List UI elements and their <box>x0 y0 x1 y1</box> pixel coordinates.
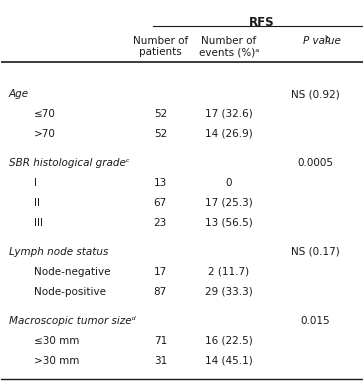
Text: 17 (32.6): 17 (32.6) <box>205 109 253 119</box>
Text: 67: 67 <box>154 198 167 208</box>
Text: 29 (33.3): 29 (33.3) <box>205 286 253 296</box>
Text: NS (0.17): NS (0.17) <box>291 247 340 257</box>
Text: 31: 31 <box>154 356 167 366</box>
Text: ≤30 mm: ≤30 mm <box>34 336 79 346</box>
Text: >30 mm: >30 mm <box>34 356 79 366</box>
Text: 14 (26.9): 14 (26.9) <box>205 129 253 139</box>
Text: 71: 71 <box>154 336 167 346</box>
Text: 0: 0 <box>226 178 232 188</box>
Text: II: II <box>34 198 40 208</box>
Text: SBR histological gradeᶜ: SBR histological gradeᶜ <box>9 158 129 168</box>
Text: 13 (56.5): 13 (56.5) <box>205 218 253 228</box>
Text: 16 (22.5): 16 (22.5) <box>205 336 253 346</box>
Text: 0.0005: 0.0005 <box>298 158 334 168</box>
Text: Node-negative: Node-negative <box>34 267 110 277</box>
Text: 17: 17 <box>154 267 167 277</box>
Text: 14 (45.1): 14 (45.1) <box>205 356 253 366</box>
Text: 52: 52 <box>154 109 167 119</box>
Text: III: III <box>34 218 43 228</box>
Text: 87: 87 <box>154 286 167 296</box>
Text: NS (0.92): NS (0.92) <box>291 89 340 99</box>
Text: Number of
patients: Number of patients <box>133 36 188 57</box>
Text: Macroscopic tumor sizeᵈ: Macroscopic tumor sizeᵈ <box>9 316 135 326</box>
Text: b: b <box>325 35 330 44</box>
Text: Number of
events (%)ᵃ: Number of events (%)ᵃ <box>199 36 259 57</box>
Text: 23: 23 <box>154 218 167 228</box>
Text: P value: P value <box>303 36 341 46</box>
Text: I: I <box>34 178 37 188</box>
Text: ≤70: ≤70 <box>34 109 56 119</box>
Text: 52: 52 <box>154 129 167 139</box>
Text: RFS: RFS <box>249 16 274 29</box>
Text: 0.015: 0.015 <box>301 316 331 326</box>
Text: Node-positive: Node-positive <box>34 286 106 296</box>
Text: 13: 13 <box>154 178 167 188</box>
Text: 2 (11.7): 2 (11.7) <box>209 267 249 277</box>
Text: 17 (25.3): 17 (25.3) <box>205 198 253 208</box>
Text: Lymph node status: Lymph node status <box>9 247 108 257</box>
Text: Age: Age <box>9 89 29 99</box>
Text: >70: >70 <box>34 129 56 139</box>
